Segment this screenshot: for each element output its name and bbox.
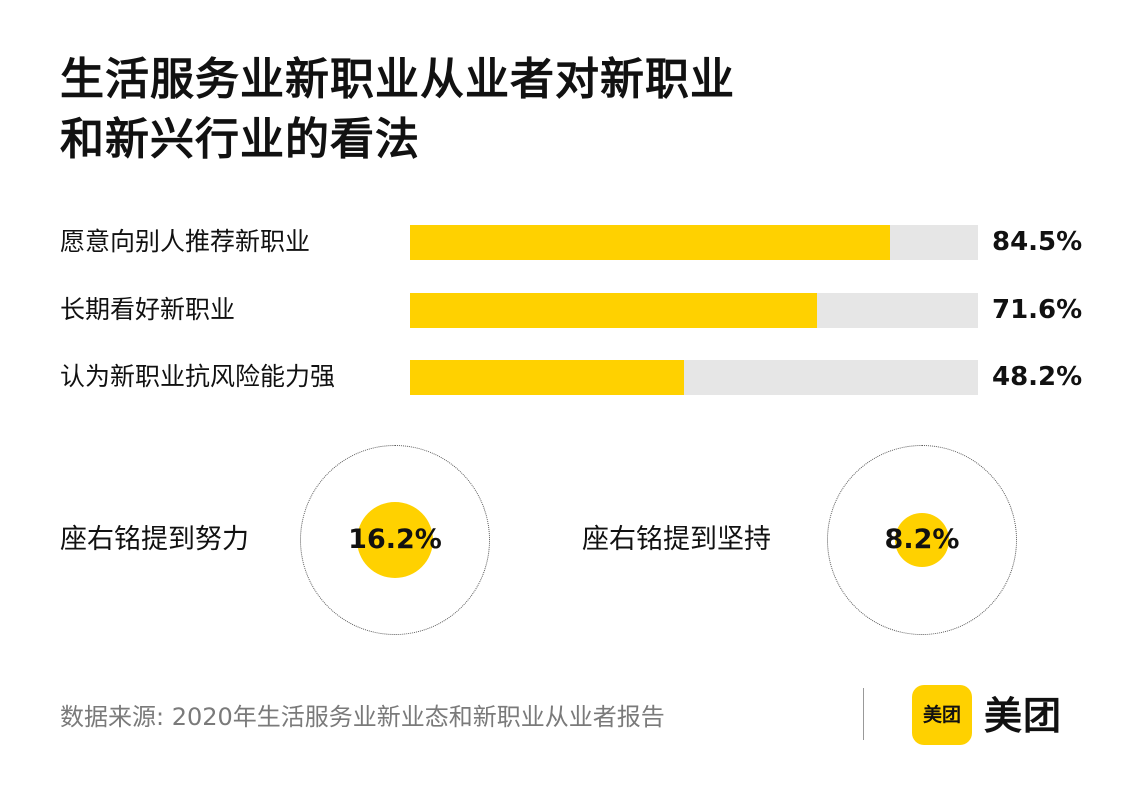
meituan-logo-text: 美团 bbox=[984, 694, 1063, 738]
title-line-2: 和新兴行业的看法 bbox=[60, 114, 420, 165]
bubble-value-label: 8.2% bbox=[884, 524, 960, 555]
bar bbox=[410, 360, 684, 395]
bubble bbox=[356, 501, 434, 579]
bar-row: 愿意向别人推荐新职业 84.5% bbox=[0, 223, 1136, 261]
bar-value-label: 48.2% bbox=[992, 362, 1083, 392]
bar-category-label: 长期看好新职业 bbox=[60, 295, 236, 324]
bubble-category-label: 座右铭提到努力 bbox=[60, 524, 249, 555]
bar-value-label: 71.6% bbox=[992, 295, 1083, 325]
bubble-outline bbox=[300, 445, 490, 635]
source-note: 数据来源: 2020年生活服务业新业态和新职业从业者报告 bbox=[60, 703, 665, 731]
title-line-1: 生活服务业新职业从业者对新职业 bbox=[60, 54, 735, 105]
bar-track bbox=[410, 360, 978, 395]
bubble bbox=[894, 512, 950, 568]
bar bbox=[410, 293, 817, 328]
chart-title: 生活服务业新职业从业者对新职业 和新兴行业的看法 bbox=[60, 50, 735, 170]
bar-category-label: 愿意向别人推荐新职业 bbox=[60, 227, 311, 256]
bar-value-label: 84.5% bbox=[992, 227, 1083, 257]
bubble-category-label: 座右铭提到坚持 bbox=[582, 524, 771, 555]
divider bbox=[863, 688, 864, 740]
bar-row: 长期看好新职业 71.6% bbox=[0, 291, 1136, 329]
bar-category-label: 认为新职业抗风险能力强 bbox=[60, 362, 336, 391]
meituan-logo-icon: 美团 bbox=[912, 685, 972, 745]
bubble-value-label: 16.2% bbox=[348, 524, 442, 555]
bar bbox=[410, 225, 890, 260]
bar-track bbox=[410, 293, 978, 328]
bubble-outline bbox=[827, 445, 1017, 635]
bar-track bbox=[410, 225, 978, 260]
bar-row: 认为新职业抗风险能力强 48.2% bbox=[0, 358, 1136, 396]
